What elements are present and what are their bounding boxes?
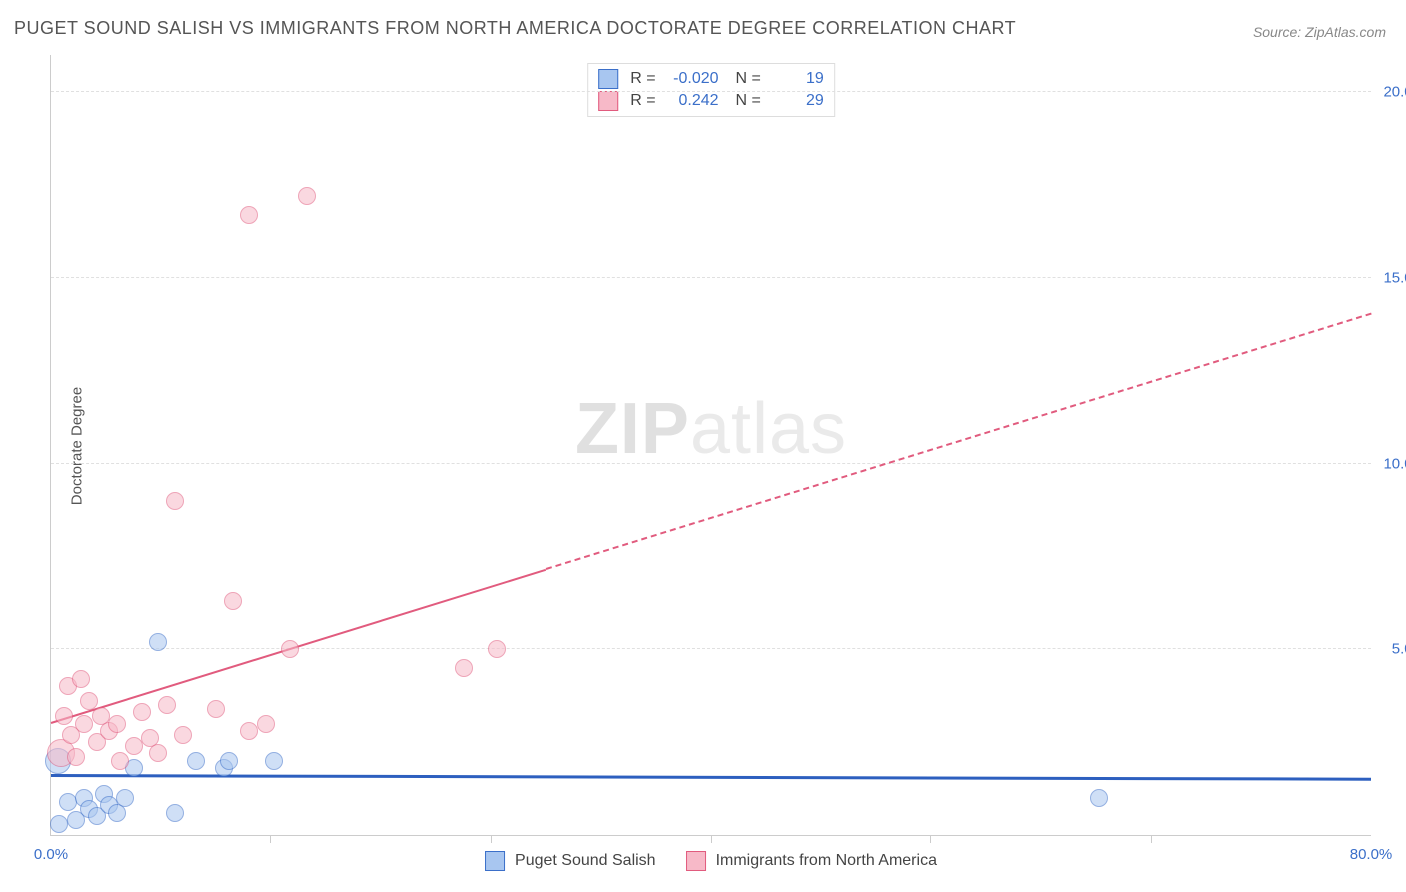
data-point [50,815,68,833]
correlation-legend: R = -0.020 N = 19 R = 0.242 N = 29 [587,63,835,117]
trend-line [546,313,1372,570]
gridline-h [51,648,1371,649]
data-point [207,700,225,718]
gridline-h [51,463,1371,464]
data-point [111,752,129,770]
series-swatch-0 [485,851,505,871]
x-tick [491,835,492,843]
data-point [220,752,238,770]
chart-container: PUGET SOUND SALISH VS IMMIGRANTS FROM NO… [0,0,1406,892]
x-tick-label: 0.0% [34,846,68,863]
x-tick [930,835,931,843]
data-point [224,592,242,610]
data-point [67,748,85,766]
legend-row-1: R = 0.242 N = 29 [598,90,824,112]
gridline-h [51,91,1371,92]
series-label-0: Puget Sound Salish [515,852,656,870]
legend-n-label: N = [727,90,761,112]
data-point [455,659,473,677]
data-point [240,722,258,740]
data-point [174,726,192,744]
series-legend-item-1: Immigrants from North America [686,851,937,871]
data-point [265,752,283,770]
legend-n-value-1: 29 [769,90,824,112]
series-label-1: Immigrants from North America [716,852,937,870]
legend-swatch-0 [598,69,618,89]
data-point [133,703,151,721]
data-point [108,715,126,733]
watermark-light: atlas [690,389,847,469]
x-tick [270,835,271,843]
data-point [1090,789,1108,807]
data-point [187,752,205,770]
legend-r-value-0: -0.020 [664,68,719,90]
trend-line [51,774,1371,781]
data-point [149,744,167,762]
legend-n-label: N = [727,68,761,90]
data-point [240,206,258,224]
y-tick-label: 10.0% [1376,455,1406,472]
y-tick-label: 15.0% [1376,269,1406,286]
legend-n-value-0: 19 [769,68,824,90]
y-tick-label: 20.0% [1376,84,1406,101]
y-tick-label: 5.0% [1376,641,1406,658]
data-point [166,804,184,822]
data-point [281,640,299,658]
data-point [125,737,143,755]
legend-row-0: R = -0.020 N = 19 [598,68,824,90]
legend-r-value-1: 0.242 [664,90,719,112]
data-point [59,793,77,811]
data-point [488,640,506,658]
legend-r-label: R = [630,90,655,112]
data-point [298,187,316,205]
data-point [257,715,275,733]
legend-r-label: R = [630,68,655,90]
series-legend-item-0: Puget Sound Salish [485,851,656,871]
chart-title: PUGET SOUND SALISH VS IMMIGRANTS FROM NO… [14,18,1016,39]
legend-swatch-1 [598,91,618,111]
data-point [158,696,176,714]
data-point [116,789,134,807]
x-tick [711,835,712,843]
data-point [75,715,93,733]
source-label: Source: ZipAtlas.com [1253,24,1386,40]
plot-area: ZIPatlas R = -0.020 N = 19 R = 0.242 N =… [50,55,1371,836]
series-legend: Puget Sound Salish Immigrants from North… [485,851,937,871]
data-point [166,492,184,510]
series-swatch-1 [686,851,706,871]
watermark: ZIPatlas [575,388,847,470]
watermark-bold: ZIP [575,389,690,469]
data-point [72,670,90,688]
x-tick [1151,835,1152,843]
data-point [149,633,167,651]
data-point [55,707,73,725]
x-tick-label: 80.0% [1350,846,1393,863]
gridline-h [51,277,1371,278]
